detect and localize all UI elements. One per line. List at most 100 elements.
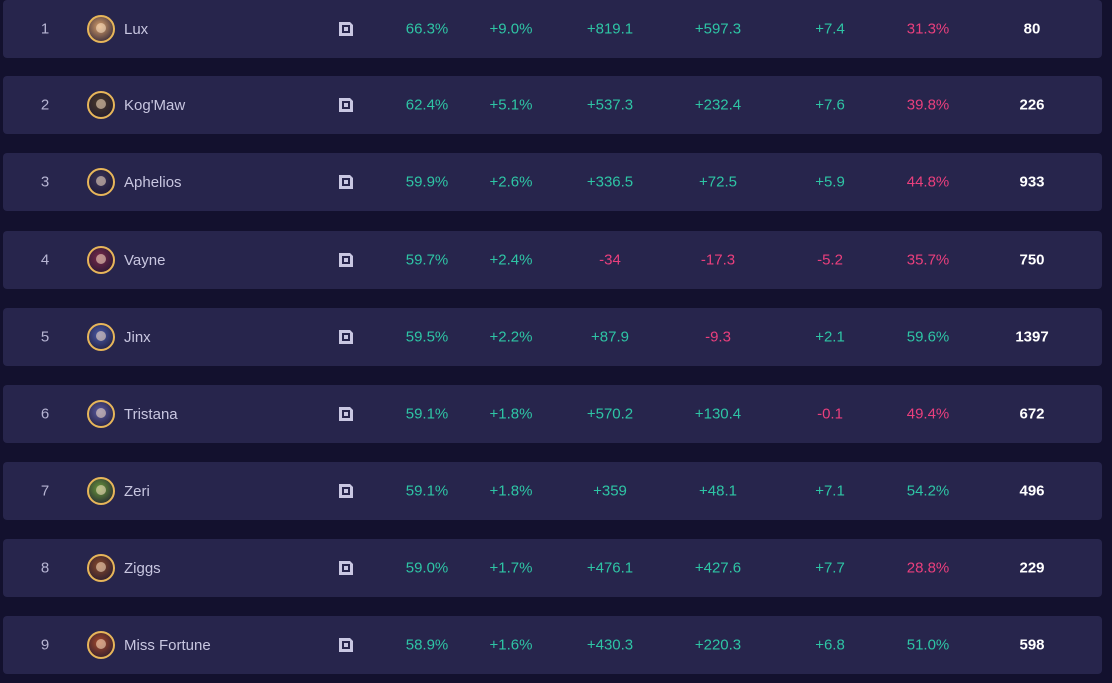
games-count: 229 (1019, 559, 1045, 577)
table-row[interactable]: 2 Kog'Maw 62.4% +5.1% +537.3 +232.4 +7.6 39.8% 2… (3, 76, 1102, 134)
games-count: 933 (1019, 173, 1045, 191)
win-rate-delta: +1.6% (489, 636, 533, 654)
stat-delta-a: -34 (599, 251, 621, 269)
champion-avatar (87, 631, 115, 659)
table-row[interactable]: 9 Miss Fortune 58.9% +1.6% +430.3 +220.3 +6.8 5… (3, 616, 1102, 674)
rank-number: 6 (40, 405, 50, 423)
win-rate-delta: +5.1% (489, 96, 533, 114)
stat-delta-b: +597.3 (694, 20, 742, 38)
win-rate: 66.3% (405, 20, 449, 38)
stat-delta-b: +220.3 (694, 636, 742, 654)
stat-delta-a: +87.9 (591, 328, 629, 346)
champion-avatar (87, 477, 115, 505)
games-count: 750 (1019, 251, 1045, 269)
table-row[interactable]: 8 Ziggs 59.0% +1.7% +476.1 +427.6 +7.7 28.8% 229 (3, 539, 1102, 597)
role-icon (338, 97, 354, 113)
champion-avatar (87, 15, 115, 43)
rank-number: 2 (40, 96, 50, 114)
stat-delta-c: -0.1 (817, 405, 843, 423)
stat-delta-c: +2.1 (815, 328, 845, 346)
table-row[interactable]: 7 Zeri 59.1% +1.8% +359 +48.1 +7.1 54.2% 496 (3, 462, 1102, 520)
champion-avatar (87, 91, 115, 119)
stat-delta-a: +537.3 (586, 96, 634, 114)
stat-delta-c: +5.9 (815, 173, 845, 191)
win-rate: 59.1% (405, 482, 449, 500)
champion-avatar (87, 168, 115, 196)
rank-number: 9 (40, 636, 50, 654)
table-row[interactable]: 1 Lux 66.3% +9.0% +819.1 +597.3 +7.4 31.3% 80 (3, 0, 1102, 58)
champion-cell[interactable]: Kog'Maw (87, 91, 185, 119)
stat-delta-c: +7.6 (815, 96, 845, 114)
games-count: 226 (1019, 96, 1045, 114)
win-rate-delta: +2.4% (489, 251, 533, 269)
percent-stat: 31.3% (906, 20, 950, 38)
win-rate: 59.1% (405, 405, 449, 423)
games-count: 672 (1019, 405, 1045, 423)
champion-cell[interactable]: Ziggs (87, 554, 161, 582)
champion-name: Zeri (124, 482, 150, 500)
games-count: 80 (1023, 20, 1041, 38)
stat-delta-c: +7.7 (815, 559, 845, 577)
win-rate: 59.7% (405, 251, 449, 269)
games-count: 598 (1019, 636, 1045, 654)
win-rate-delta: +2.2% (489, 328, 533, 346)
role-icon (338, 252, 354, 268)
win-rate-delta: +1.8% (489, 405, 533, 423)
rank-number: 3 (40, 173, 50, 191)
champion-name: Kog'Maw (124, 96, 186, 114)
stat-delta-c: +6.8 (815, 636, 845, 654)
champion-cell[interactable]: Miss Fortune (87, 631, 211, 659)
win-rate: 58.9% (405, 636, 449, 654)
win-rate: 59.9% (405, 173, 449, 191)
champion-name: Miss Fortune (124, 636, 211, 654)
table-row[interactable]: 3 Aphelios 59.9% +2.6% +336.5 +72.5 +5.9 44.8% 9… (3, 153, 1102, 211)
role-icon (338, 637, 354, 653)
stat-delta-a: +570.2 (586, 405, 634, 423)
percent-stat: 28.8% (906, 559, 950, 577)
champion-cell[interactable]: Lux (87, 15, 148, 43)
champion-cell[interactable]: Zeri (87, 477, 150, 505)
role-icon (338, 406, 354, 422)
stat-delta-b: +130.4 (694, 405, 742, 423)
stat-delta-a: +430.3 (586, 636, 634, 654)
win-rate-delta: +1.8% (489, 482, 533, 500)
champion-name: Vayne (124, 251, 166, 269)
role-icon (338, 329, 354, 345)
rank-number: 5 (40, 328, 50, 346)
stat-delta-c: +7.1 (815, 482, 845, 500)
table-row[interactable]: 4 Vayne 59.7% +2.4% -34 -17.3 -5.2 35.7% 750 (3, 231, 1102, 289)
stat-delta-b: +72.5 (699, 173, 737, 191)
champion-name: Ziggs (124, 559, 161, 577)
win-rate-delta: +9.0% (489, 20, 533, 38)
stat-delta-b: +232.4 (694, 96, 742, 114)
percent-stat: 51.0% (906, 636, 950, 654)
stat-delta-a: +819.1 (586, 20, 634, 38)
role-icon (338, 483, 354, 499)
percent-stat: 59.6% (906, 328, 950, 346)
champion-cell[interactable]: Tristana (87, 400, 178, 428)
percent-stat: 49.4% (906, 405, 950, 423)
win-rate-delta: +1.7% (489, 559, 533, 577)
role-icon (338, 21, 354, 37)
table-row[interactable]: 6 Tristana 59.1% +1.8% +570.2 +130.4 -0.1 49.4%… (3, 385, 1102, 443)
champion-cell[interactable]: Jinx (87, 323, 151, 351)
games-count: 1397 (1015, 328, 1049, 346)
champion-cell[interactable]: Vayne (87, 246, 165, 274)
champion-cell[interactable]: Aphelios (87, 168, 182, 196)
rank-number: 4 (40, 251, 50, 269)
stat-delta-c: -5.2 (817, 251, 843, 269)
champion-avatar (87, 323, 115, 351)
champion-name: Tristana (124, 405, 178, 423)
role-icon (338, 174, 354, 190)
rank-number: 8 (40, 559, 50, 577)
win-rate: 59.0% (405, 559, 449, 577)
games-count: 496 (1019, 482, 1045, 500)
stat-delta-a: +336.5 (586, 173, 634, 191)
champion-name: Aphelios (124, 173, 182, 191)
percent-stat: 54.2% (906, 482, 950, 500)
stat-delta-b: -9.3 (705, 328, 731, 346)
stat-delta-c: +7.4 (815, 20, 845, 38)
win-rate: 62.4% (405, 96, 449, 114)
table-row[interactable]: 5 Jinx 59.5% +2.2% +87.9 -9.3 +2.1 59.6% 1397 (3, 308, 1102, 366)
